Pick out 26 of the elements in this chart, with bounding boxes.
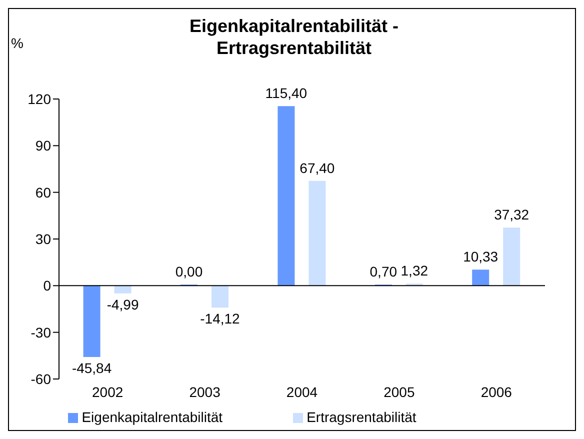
data-label: 37,32: [494, 206, 530, 223]
y-axis-title: %: [11, 35, 24, 51]
data-label: 0,70: [370, 264, 398, 280]
x-tick-label: 2005: [384, 384, 415, 400]
y-tick-label: 30: [35, 230, 52, 247]
data-label: 0,00: [175, 264, 203, 280]
chart-title: Eigenkapitalrentabilität - Ertragsrentabilität: [188, 15, 400, 59]
legend-label: Ertragsrentabilität: [306, 409, 416, 425]
data-label: 10,33: [463, 248, 498, 265]
x-tick-label: 2004: [286, 384, 318, 400]
y-tick-label: -30: [30, 324, 52, 340]
data-label: -14,12: [200, 310, 240, 327]
data-label: 1,32: [400, 262, 428, 279]
data-label: 67,40: [300, 160, 335, 176]
y-tick-label: -60: [30, 370, 52, 387]
data-label: -45,84: [72, 360, 112, 376]
y-tick-label: 120: [28, 90, 52, 107]
y-tick-label: 90: [35, 138, 52, 154]
x-tick-label: 2002: [92, 384, 124, 400]
x-tick-label: 2006: [480, 384, 512, 400]
y-tick-label: 60: [35, 184, 52, 200]
data-label: 115,40: [265, 85, 308, 102]
x-tick-label: 2003: [189, 384, 221, 400]
data-label: -4,99: [106, 296, 139, 312]
legend-label: Eigenkapitalrentabilität: [82, 409, 223, 425]
y-tick-label: 0: [43, 278, 52, 294]
